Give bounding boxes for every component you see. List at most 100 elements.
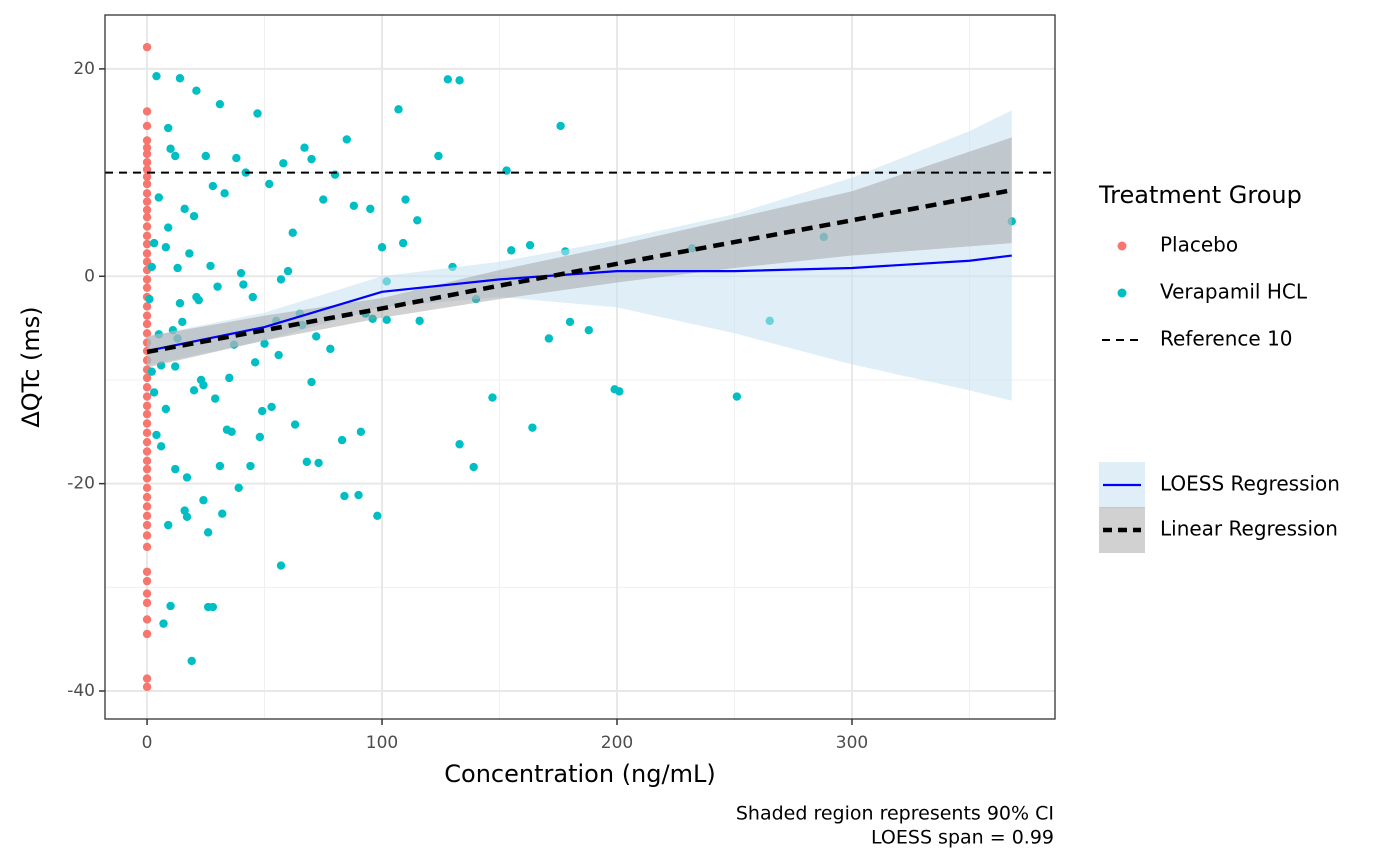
point: [166, 601, 175, 611]
legend-title: Treatment Group: [1098, 181, 1302, 209]
point: [382, 315, 391, 325]
point: [434, 151, 443, 161]
point: [196, 375, 206, 385]
point: [732, 392, 742, 401]
point: [201, 151, 211, 161]
point: [142, 212, 152, 222]
point: [166, 144, 175, 153]
legend-label: Verapamil HCL: [1160, 280, 1308, 304]
point: [164, 123, 173, 133]
point: [398, 238, 408, 248]
point: [274, 350, 283, 360]
point: [142, 589, 152, 598]
point: [377, 243, 387, 252]
point: [154, 193, 164, 202]
point: [173, 263, 182, 273]
point: [142, 222, 152, 231]
point: [283, 266, 293, 276]
point: [307, 154, 316, 164]
point: [171, 151, 180, 161]
point: [142, 511, 152, 520]
panel-border: [104, 14, 1056, 720]
point: [340, 491, 349, 501]
point: [615, 387, 624, 396]
point: [213, 282, 222, 291]
point: [175, 74, 185, 83]
point: [142, 373, 152, 383]
point: [354, 490, 363, 500]
point: [156, 442, 166, 451]
point: [267, 402, 276, 412]
point: [394, 105, 403, 114]
point: [142, 165, 152, 174]
point: [234, 483, 243, 492]
x-tick-label: 100: [366, 733, 398, 753]
point: [239, 280, 248, 289]
point: [142, 42, 152, 52]
point: [142, 629, 152, 639]
point: [342, 135, 351, 144]
point: [142, 576, 152, 586]
legend-label: Placebo: [1160, 233, 1238, 257]
point: [319, 195, 328, 204]
point: [368, 314, 377, 323]
point: [290, 420, 300, 429]
point: [232, 153, 241, 163]
point: [248, 292, 257, 302]
point: [142, 492, 152, 502]
legend-label: LOESS Regression: [1160, 472, 1340, 496]
point: [171, 464, 180, 474]
point: [142, 674, 152, 683]
point: [142, 419, 152, 428]
point: [142, 149, 152, 159]
point: [220, 189, 229, 198]
point: [206, 261, 215, 271]
y-tick-label: 20: [73, 59, 95, 79]
point: [142, 428, 152, 438]
point: [142, 447, 152, 456]
point: [349, 201, 359, 210]
point: [142, 464, 152, 474]
point: [455, 440, 464, 449]
point: [257, 406, 267, 416]
point: [142, 474, 152, 483]
point: [171, 362, 180, 371]
point: [142, 409, 152, 419]
point: [255, 432, 265, 442]
point: [142, 205, 152, 215]
point: [192, 292, 201, 302]
point: [326, 344, 335, 354]
point: [208, 181, 218, 191]
point: [415, 316, 424, 326]
fit-line: [146, 188, 1013, 355]
point: [260, 339, 269, 348]
point: [222, 425, 232, 434]
point: [142, 121, 152, 131]
point: [142, 189, 152, 198]
point: [142, 682, 152, 692]
y-tick-label: -20: [67, 474, 95, 494]
point: [302, 457, 312, 467]
x-tick-label: 200: [601, 733, 633, 753]
point: [142, 502, 152, 511]
point: [300, 143, 309, 152]
point: [307, 377, 316, 387]
point: [189, 386, 199, 395]
point: [208, 602, 218, 612]
point: [443, 75, 453, 84]
point: [312, 332, 321, 341]
point: [142, 392, 152, 401]
point: [142, 239, 152, 249]
x-axis-title: Concentration (ng/mL): [444, 760, 715, 788]
point: [469, 462, 478, 472]
point: [556, 121, 565, 131]
point: [288, 228, 297, 237]
point: [164, 520, 173, 530]
point: [182, 473, 192, 482]
point: [142, 598, 152, 608]
point: [142, 179, 152, 189]
point: [215, 99, 225, 109]
point: [544, 334, 554, 343]
point: [142, 456, 152, 466]
